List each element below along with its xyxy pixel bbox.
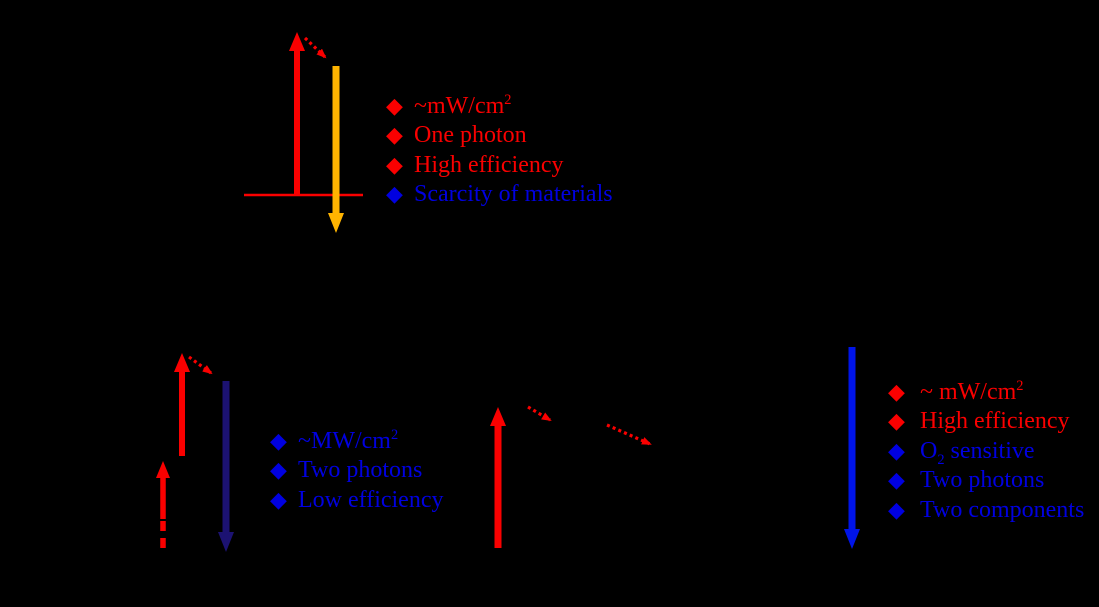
bottomleft-annotation-list: ◆ ~MW/cm2 ◆ Two photons ◆ Low efficiency	[270, 421, 444, 513]
list-item: ◆ High efficiency	[386, 151, 564, 178]
list-item: ◆ ~MW/cm2	[270, 427, 399, 454]
middle-energy-transfer-arrow-1	[527, 405, 552, 422]
middle-energy-transfer-arrow-2	[606, 423, 652, 446]
diamond-icon: ◆	[386, 181, 403, 207]
diamond-icon: ◆	[888, 379, 905, 404]
bottomleft-relaxation-arrow	[188, 355, 213, 375]
list-item: ◆ Two photons	[270, 457, 423, 484]
diamond-icon: ◆	[386, 151, 403, 177]
list-item: ◆ Low efficiency	[270, 486, 444, 513]
diamond-icon: ◆	[888, 467, 905, 493]
top-annotation-list: ◆ ~mW/cm2 ◆ One photon ◆ High efficiency ◆ S…	[386, 86, 613, 208]
bottomleft-excitation-arrowhead-icon	[174, 353, 190, 372]
bottomright-emission-arrowhead-icon	[844, 529, 860, 549]
list-item: ◆ Scarcity of materials	[386, 181, 613, 208]
diamond-icon: ◆	[270, 486, 287, 512]
diamond-icon: ◆	[386, 93, 403, 118]
list-item: ◆ High efficiency	[888, 408, 1070, 435]
diamond-icon: ◆	[888, 408, 905, 434]
top-excitation-arrowhead-icon	[289, 32, 305, 51]
list-item: ◆ ~mW/cm2	[386, 92, 512, 119]
list-item: ◆ Two photons	[888, 467, 1045, 494]
diamond-icon: ◆	[386, 122, 403, 148]
list-item: ◆ O2 sensitive	[888, 437, 1035, 468]
diamond-icon: ◆	[888, 437, 905, 463]
list-item: ◆ One photon	[386, 122, 527, 149]
list-item: ◆ Two components	[888, 496, 1085, 523]
diamond-icon: ◆	[888, 496, 905, 522]
list-item: ◆ ~ mW/cm2	[888, 378, 1024, 405]
bottomright-annotation-list: ◆ ~ mW/cm2 ◆ High efficiency ◆ O2 sensitive…	[888, 372, 1085, 523]
diamond-icon: ◆	[270, 428, 287, 453]
middle-excitation-arrowhead-icon	[490, 407, 506, 426]
diamond-icon: ◆	[270, 457, 287, 483]
top-emission-arrowhead-icon	[328, 213, 344, 233]
bottomleft-emission-arrowhead-icon	[218, 532, 234, 552]
bottomleft-pump-arrowhead-icon	[156, 461, 170, 478]
top-relaxation-arrow	[303, 36, 327, 59]
